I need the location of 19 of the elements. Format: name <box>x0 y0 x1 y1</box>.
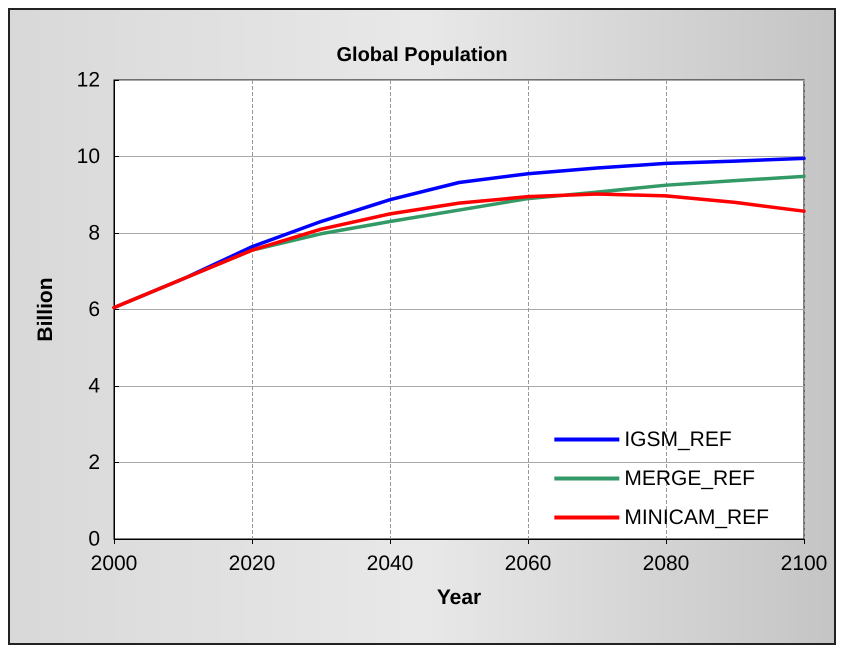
y-tick-label: 8 <box>88 222 100 244</box>
y-tick-label: 2 <box>88 451 100 474</box>
x-tick-label: 2020 <box>228 552 276 575</box>
y-tick-label: 10 <box>76 145 100 168</box>
y-tick-label: 0 <box>88 528 100 550</box>
legend-label: MINICAM_REF <box>624 506 770 529</box>
legend-label: MERGE_REF <box>624 467 756 490</box>
x-tick-label: 2080 <box>642 552 690 575</box>
y-tick-label: 6 <box>88 298 100 321</box>
y-axis-title: Billion <box>34 277 57 342</box>
y-tick-label: 4 <box>88 374 100 398</box>
x-tick-label: 2100 <box>780 552 828 575</box>
legend-label: IGSM_REF <box>624 428 732 451</box>
x-tick-label: 2040 <box>366 552 414 575</box>
y-tick-label: 12 <box>76 68 100 92</box>
chart-title: Global Population <box>336 44 508 66</box>
x-tick-label: 2060 <box>504 552 552 575</box>
x-axis-title: Year <box>436 586 482 609</box>
x-tick-label: 2000 <box>90 552 138 575</box>
